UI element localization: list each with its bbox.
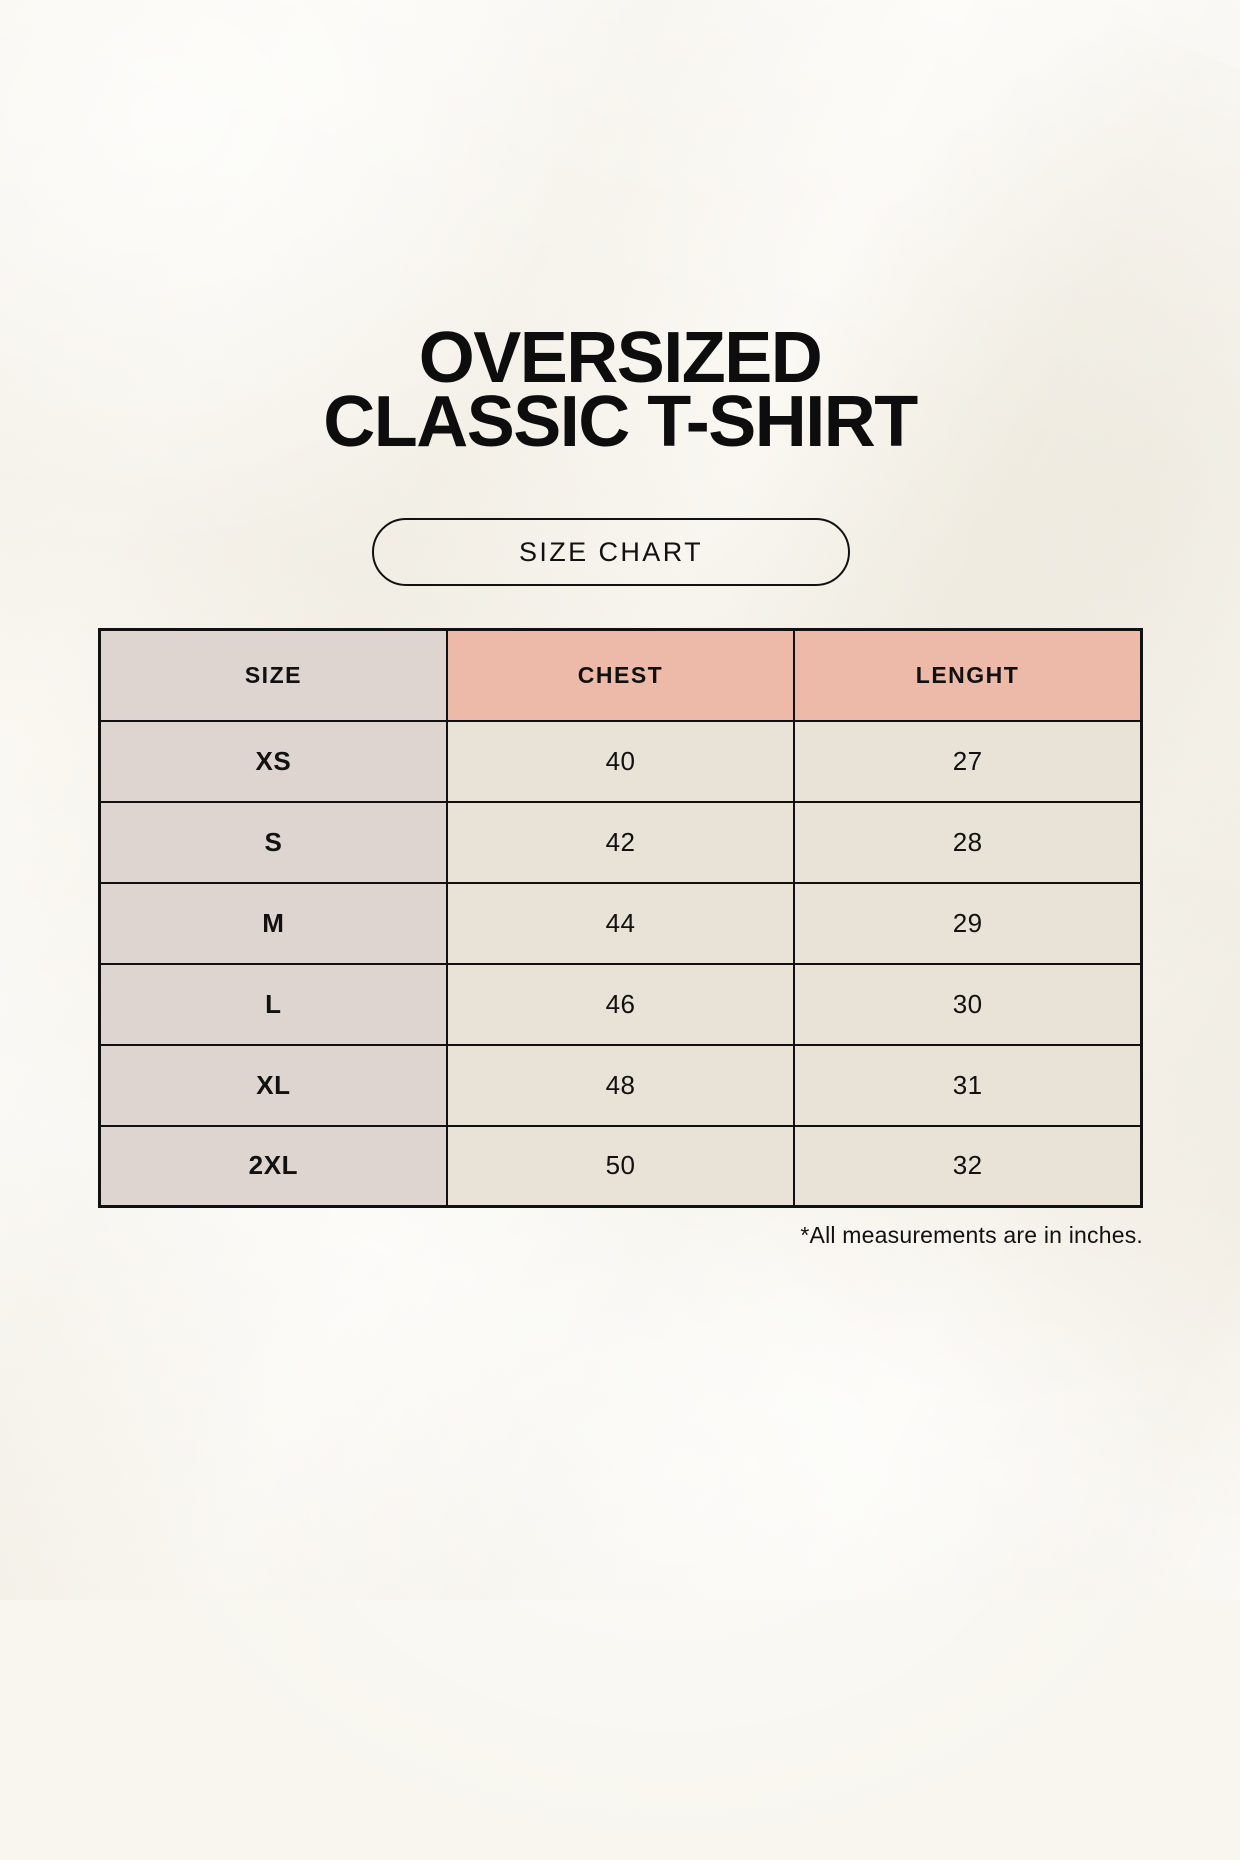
size-chart-table: SIZE CHEST LENGHT XS 40 27 S 42 28 M 44 … [98,628,1143,1208]
cell-size: L [98,962,448,1046]
table-row: L 46 30 [98,962,1143,1046]
cell-chest: 42 [445,800,796,884]
cell-lenght: 28 [793,800,1143,884]
table-header: SIZE CHEST LENGHT [98,628,1143,722]
cell-size: S [98,800,448,884]
cell-lenght: 29 [793,881,1143,965]
cell-chest: 50 [445,1124,796,1208]
table-row: S 42 28 [98,800,1143,884]
cell-lenght: 27 [793,719,1143,803]
cell-size: M [98,881,448,965]
table-row: XS 40 27 [98,719,1143,803]
cell-lenght: 32 [793,1124,1143,1208]
measurement-footnote: *All measurements are in inches. [800,1222,1143,1248]
column-header-chest: CHEST [445,628,796,722]
column-header-lenght: LENGHT [793,628,1143,722]
table-row: 2XL 50 32 [98,1124,1143,1208]
column-header-size: SIZE [98,628,448,722]
cell-size: 2XL [98,1124,448,1208]
cell-lenght: 30 [793,962,1143,1046]
table-row: XL 48 31 [98,1043,1143,1127]
table-row: M 44 29 [98,881,1143,965]
cell-size: XS [98,719,448,803]
page-title-line-2: CLASSIC T-SHIRT [323,382,918,462]
page-title: OVERSIZED CLASSIC T-SHIRT [0,318,1240,462]
cell-chest: 40 [445,719,796,803]
size-chart-page: OVERSIZED CLASSIC T-SHIRT SIZE CHART SIZ… [0,318,1240,1248]
table-header-row: SIZE CHEST LENGHT [98,628,1143,722]
cell-chest: 48 [445,1043,796,1127]
table-body: XS 40 27 S 42 28 M 44 29 L 46 30 XL 48 [98,719,1143,1208]
size-chart-badge-label: SIZE CHART [518,536,704,567]
cell-chest: 44 [445,881,796,965]
cell-size: XL [98,1043,448,1127]
page-title-line-1: OVERSIZED [418,318,823,398]
size-chart-badge: SIZE CHART [372,518,850,586]
cell-chest: 46 [445,962,796,1046]
cell-lenght: 31 [793,1043,1143,1127]
